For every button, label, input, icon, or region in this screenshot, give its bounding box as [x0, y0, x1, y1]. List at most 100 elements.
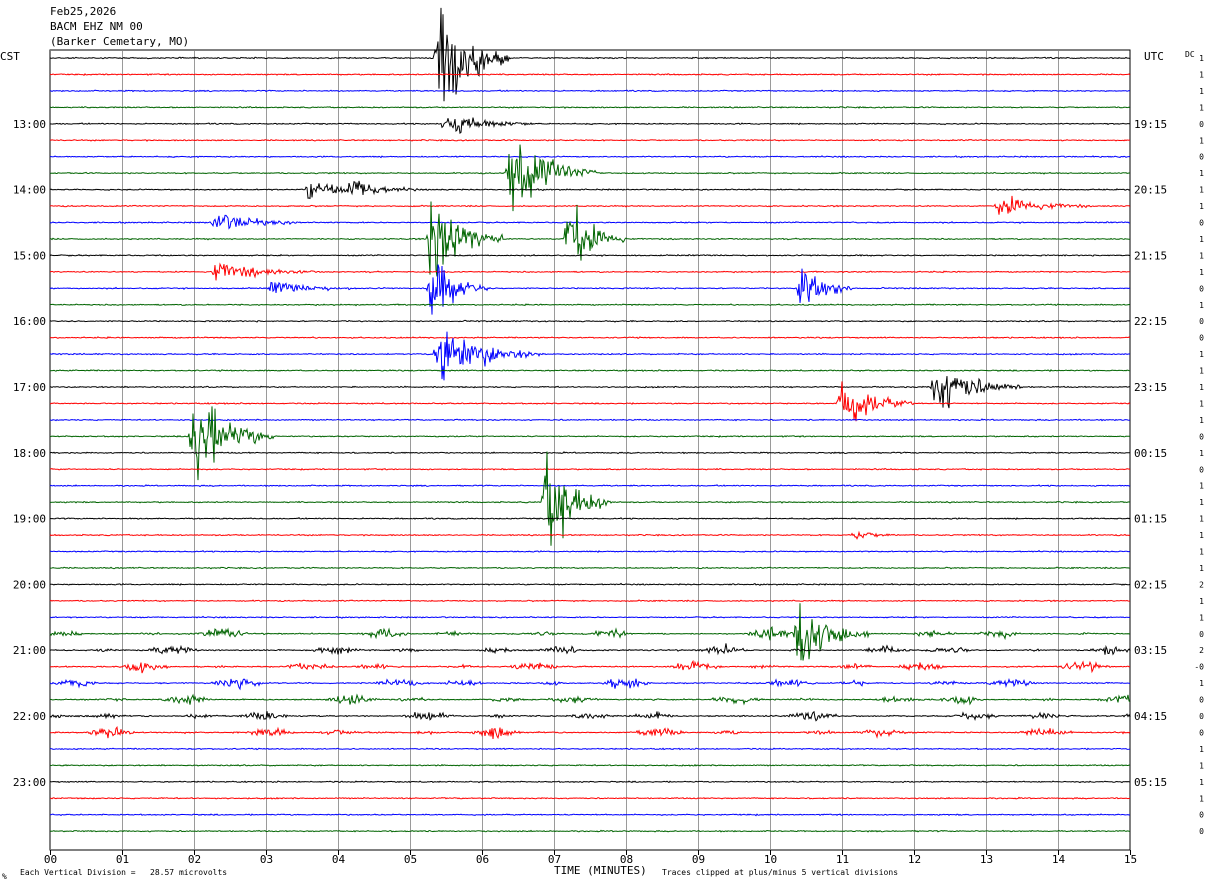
trace-row	[49, 643, 1131, 656]
trace-row	[49, 180, 1131, 200]
plot-frame	[49, 49, 1131, 851]
x-tick-label: 06	[476, 853, 489, 866]
dc-offset-value: 1	[1199, 548, 1204, 557]
trace-row	[50, 813, 1131, 817]
station-label: BACM EHZ NM 00	[50, 20, 143, 33]
trace-row	[49, 89, 1131, 93]
right-time-label: 01:15	[1134, 513, 1167, 526]
trace-row	[49, 155, 1131, 159]
dc-offset-value: 1	[1199, 383, 1204, 392]
dc-offset-value: 0	[1199, 728, 1204, 737]
trace-row	[49, 73, 1131, 77]
trace-row	[49, 780, 1131, 784]
trace-row	[49, 303, 1131, 307]
trace-row	[49, 693, 1131, 706]
dc-offset-value: 0	[1199, 465, 1204, 474]
x-tick-label: 15	[1124, 853, 1137, 866]
left-time-label: 21:00	[13, 644, 46, 657]
trace-row	[49, 406, 1131, 481]
right-time-label: 00:15	[1134, 447, 1167, 460]
trace-row	[49, 253, 1131, 258]
trace-row	[49, 678, 1131, 691]
trace-row	[50, 369, 1131, 373]
dc-offset-value: 0	[1199, 120, 1204, 129]
x-tick-label: 08	[620, 853, 633, 866]
trace-row	[49, 603, 1131, 661]
trace-row	[49, 763, 1131, 767]
dc-offset-value: 1	[1199, 564, 1204, 573]
left-time-label: 14:00	[13, 184, 46, 197]
right-time-label: 21:15	[1134, 249, 1167, 262]
right-time-label: 03:15	[1134, 644, 1167, 657]
trace-row	[49, 796, 1130, 800]
trace-row	[49, 484, 1131, 488]
right-time-label: 20:15	[1134, 184, 1167, 197]
left-time-label: 22:00	[13, 710, 46, 723]
dc-offset-value: 1	[1199, 778, 1204, 787]
x-tick-label: 00	[44, 853, 57, 866]
dc-offset-value: 1	[1199, 597, 1204, 606]
footer-mark: %	[2, 872, 7, 881]
trace-row	[49, 376, 1131, 409]
dc-offset-value: 1	[1199, 87, 1204, 96]
x-tick-label: 10	[764, 853, 777, 866]
x-axis-title: TIME (MINUTES)	[554, 864, 647, 877]
trace-row	[49, 381, 1131, 422]
dc-offset-value: 0	[1199, 811, 1204, 820]
right-time-label: 19:15	[1134, 118, 1167, 131]
dc-offset-value: 0	[1199, 334, 1204, 343]
left-time-label: 16:00	[13, 315, 46, 328]
dc-offset-value: 1	[1199, 399, 1204, 408]
x-tick-label: 05	[404, 853, 417, 866]
dc-offset-value: 1	[1199, 54, 1204, 63]
x-tick-label: 09	[692, 853, 705, 866]
right-time-label: 04:15	[1134, 710, 1167, 723]
dc-offset-value: 1	[1199, 251, 1204, 260]
trace-row	[49, 467, 1131, 471]
left-time-label: 15:00	[13, 249, 46, 262]
dc-offset-value: 1	[1199, 169, 1204, 178]
trace-row	[49, 262, 1131, 281]
dc-offset-value: 1	[1199, 103, 1204, 112]
location-label: (Barker Cemetary, MO)	[50, 35, 190, 48]
left-time-label: 23:00	[13, 776, 46, 789]
date-label: Feb25,2026	[50, 5, 117, 18]
trace-row	[50, 549, 1131, 553]
x-tick-label: 07	[548, 853, 561, 866]
dc-offset-value: 0	[1199, 317, 1204, 326]
trace-row	[49, 747, 1131, 751]
dc-offset-value: 0	[1199, 219, 1204, 228]
trace-row	[49, 451, 1131, 455]
dc-offset-value: 1	[1199, 202, 1204, 211]
trace-row	[49, 195, 1131, 215]
dc-offset-value: 1	[1199, 449, 1204, 458]
left-time-label: 20:00	[13, 578, 46, 591]
dc-offset-value: 2	[1199, 580, 1204, 589]
x-tick-label: 14	[1052, 853, 1066, 866]
trace-row	[49, 451, 1131, 546]
dc-offset-value: 0	[1199, 827, 1204, 836]
trace-row	[49, 144, 1131, 212]
footer-scale-note: Each Vertical Division = 28.57 microvolt…	[20, 868, 228, 877]
right-time-label: 23:15	[1134, 381, 1167, 394]
trace-row	[49, 7, 1131, 102]
right-timezone-label: UTC	[1144, 50, 1164, 63]
dc-offset-value: 1	[1199, 531, 1204, 540]
right-time-label: 02:15	[1134, 578, 1167, 591]
trace-row	[49, 138, 1131, 142]
trace-row	[49, 214, 1130, 230]
trace-row	[49, 659, 1131, 674]
trace-row	[49, 530, 1131, 540]
x-tick-label: 02	[188, 853, 201, 866]
trace-row	[49, 829, 1131, 833]
x-tick-label: 12	[908, 853, 921, 866]
trace-row	[49, 106, 1131, 109]
dc-offset-value: 1	[1199, 761, 1204, 770]
trace-row	[49, 117, 1130, 134]
dc-offset-value: 2	[1199, 646, 1204, 655]
x-tick-label: 01	[116, 853, 129, 866]
dc-offset-value: 1	[1199, 515, 1204, 524]
trace-row	[49, 566, 1131, 570]
trace-row	[49, 336, 1131, 340]
